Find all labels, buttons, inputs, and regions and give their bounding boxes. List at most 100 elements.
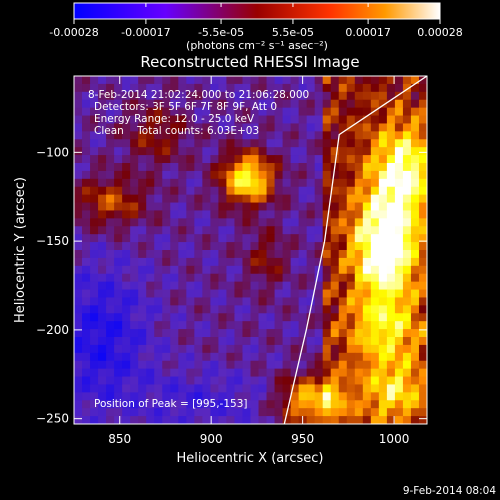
heatmap-cell bbox=[162, 352, 171, 362]
heatmap-cell bbox=[322, 242, 332, 251]
heatmap-cell bbox=[322, 107, 332, 117]
heatmap-cell bbox=[146, 257, 155, 267]
heatmap-cell bbox=[74, 242, 83, 251]
heatmap-cell bbox=[418, 329, 427, 338]
heatmap-cell bbox=[258, 186, 268, 196]
heatmap-cell bbox=[98, 337, 107, 346]
heatmap-cell bbox=[410, 210, 420, 219]
heatmap-cell bbox=[394, 163, 404, 172]
heatmap-cell bbox=[106, 344, 115, 354]
heatmap-cell bbox=[210, 242, 220, 251]
heatmap-cell bbox=[202, 218, 211, 227]
heatmap-cell bbox=[202, 123, 211, 132]
heatmap-cell bbox=[370, 83, 380, 93]
heatmap-cell bbox=[250, 352, 260, 362]
heatmap-cell bbox=[218, 242, 228, 251]
heatmap-cell bbox=[314, 147, 324, 156]
heatmap-cell bbox=[338, 400, 348, 409]
heatmap-cell bbox=[290, 305, 300, 314]
heatmap-cell bbox=[322, 155, 332, 164]
heatmap-cell bbox=[346, 234, 356, 243]
heatmap-cell bbox=[178, 337, 187, 346]
heatmap-cell bbox=[138, 218, 147, 227]
heatmap-cell bbox=[298, 360, 308, 370]
heatmap-cell bbox=[74, 210, 83, 219]
heatmap-cell bbox=[98, 83, 107, 93]
heatmap-cell bbox=[394, 329, 404, 338]
heatmap-cell bbox=[362, 234, 372, 243]
heatmap-cell bbox=[370, 234, 380, 243]
heatmap-cell bbox=[370, 123, 380, 132]
heatmap-cell bbox=[114, 297, 123, 306]
heatmap-cell bbox=[378, 384, 388, 393]
heatmap-cell bbox=[154, 226, 163, 235]
heatmap-cell bbox=[282, 99, 292, 109]
heatmap-cell bbox=[226, 155, 236, 164]
heatmap-cell bbox=[186, 297, 195, 306]
heatmap-cell bbox=[122, 91, 131, 101]
heatmap-cell bbox=[322, 368, 332, 378]
heatmap-cell bbox=[98, 265, 107, 275]
heatmap-cell bbox=[282, 321, 292, 330]
heatmap-cell bbox=[98, 384, 107, 393]
heatmap-cell bbox=[370, 408, 380, 417]
heatmap-cell bbox=[130, 257, 139, 267]
heatmap-cell bbox=[322, 408, 332, 417]
heatmap-cell bbox=[298, 194, 308, 204]
heatmap-cell bbox=[394, 305, 404, 314]
heatmap-cell bbox=[258, 163, 268, 172]
heatmap-cell bbox=[202, 321, 211, 330]
heatmap-cell bbox=[186, 131, 195, 140]
heatmap-cell bbox=[122, 329, 131, 338]
heatmap-cell bbox=[418, 91, 427, 101]
heatmap-cell bbox=[314, 297, 324, 306]
heatmap-cell bbox=[106, 178, 115, 188]
heatmap-cell bbox=[370, 99, 380, 109]
heatmap-cell bbox=[298, 123, 308, 132]
heatmap-cell bbox=[114, 131, 123, 140]
heatmap-cell bbox=[402, 91, 412, 101]
heatmap-cell bbox=[362, 218, 372, 227]
heatmap-cell bbox=[82, 226, 91, 235]
heatmap-cell bbox=[290, 218, 300, 227]
heatmap-cell bbox=[178, 91, 187, 101]
heatmap-cell bbox=[418, 289, 427, 299]
heatmap-cell bbox=[114, 392, 123, 401]
heatmap-cell bbox=[98, 352, 107, 362]
heatmap-cell bbox=[138, 337, 147, 346]
heatmap-cell bbox=[354, 163, 364, 172]
heatmap-cell bbox=[354, 313, 364, 322]
heatmap-cell bbox=[162, 242, 171, 251]
heatmap-cell bbox=[138, 376, 147, 386]
heatmap-cell bbox=[306, 147, 316, 156]
heatmap-cell bbox=[386, 329, 396, 338]
heatmap-cell bbox=[106, 281, 115, 291]
heatmap-cell bbox=[178, 257, 187, 267]
heatmap-cell bbox=[314, 139, 324, 148]
heatmap-cell bbox=[402, 194, 412, 204]
heatmap-cell bbox=[226, 91, 236, 101]
heatmap-cell bbox=[202, 384, 211, 393]
heatmap-cell bbox=[130, 313, 139, 322]
heatmap-cell bbox=[74, 360, 83, 370]
heatmap-cell bbox=[114, 91, 123, 101]
heatmap-cell bbox=[74, 99, 83, 109]
heatmap-cell bbox=[306, 178, 316, 188]
heatmap-cell bbox=[346, 123, 356, 132]
heatmap-cell bbox=[130, 194, 139, 204]
heatmap-cell bbox=[242, 352, 252, 362]
heatmap-cell bbox=[362, 384, 372, 393]
heatmap-cell bbox=[290, 83, 300, 93]
heatmap-cell bbox=[114, 408, 123, 417]
heatmap-cell bbox=[258, 281, 268, 291]
heatmap-cell bbox=[90, 194, 99, 204]
heatmap-cell bbox=[106, 265, 115, 275]
heatmap-cell bbox=[242, 392, 252, 401]
heatmap-cell bbox=[394, 344, 404, 354]
heatmap-cell bbox=[74, 384, 83, 393]
heatmap-cell bbox=[194, 329, 203, 338]
heatmap-cell bbox=[114, 321, 123, 330]
heatmap-cell bbox=[202, 234, 211, 243]
heatmap-cell bbox=[290, 115, 300, 125]
heatmap-cell bbox=[282, 163, 292, 172]
